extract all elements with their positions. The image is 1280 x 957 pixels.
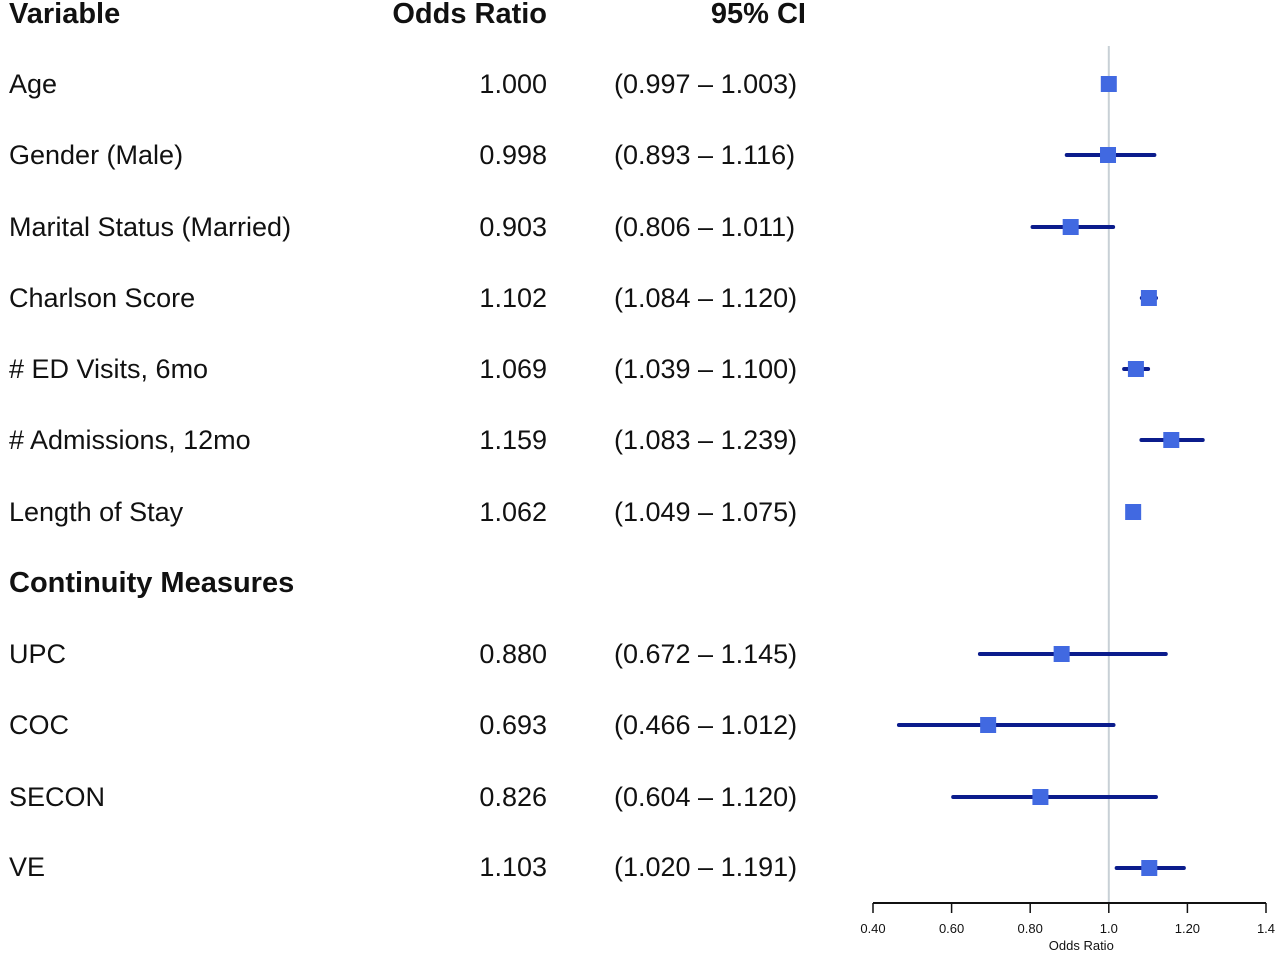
- row-label: SECON: [9, 782, 106, 812]
- row-label: Gender (Male): [9, 140, 184, 170]
- estimate-marker: [1163, 432, 1180, 448]
- header-ci: 95% CI: [710, 0, 806, 30]
- x-tick-label: 0.80: [1018, 921, 1043, 936]
- x-axis-title: Odds Ratio: [1049, 938, 1114, 953]
- row-odds-ratio: 0.826: [479, 782, 547, 812]
- row-ci: (1.083 – 1.239): [614, 425, 798, 455]
- row-label: VE: [9, 852, 46, 882]
- estimate-marker: [1140, 290, 1157, 306]
- x-tick-label: 0.40: [860, 921, 885, 936]
- row-odds-ratio: 0.880: [479, 639, 547, 669]
- row-ci: (0.806 – 1.011): [614, 212, 796, 242]
- row-ci: (1.020 – 1.191): [614, 852, 798, 882]
- row-odds-ratio: 1.102: [479, 283, 547, 313]
- row-label: Marital Status (Married): [9, 212, 292, 242]
- row-label: # Admissions, 12mo: [9, 425, 251, 455]
- row-ci: (0.997 – 1.003): [614, 69, 798, 99]
- row-ci: (0.466 – 1.012): [614, 710, 798, 740]
- estimate-marker: [1053, 646, 1070, 662]
- row-label: UPC: [9, 639, 67, 669]
- row-label: Length of Stay: [9, 497, 184, 527]
- estimate-marker: [1062, 219, 1079, 235]
- x-tick-label: 1.0: [1100, 921, 1118, 936]
- row-odds-ratio: 0.693: [479, 710, 547, 740]
- row-odds-ratio: 1.000: [479, 69, 547, 99]
- estimate-marker: [980, 717, 997, 733]
- row-ci: (1.049 – 1.075): [614, 497, 798, 527]
- estimate-marker: [1127, 361, 1144, 377]
- row-ci: (0.893 – 1.116): [614, 140, 796, 170]
- row-label: # ED Visits, 6mo: [9, 354, 209, 384]
- row-odds-ratio: 0.998: [479, 140, 547, 170]
- estimate-marker: [1032, 789, 1049, 805]
- row-odds-ratio: 1.159: [479, 425, 547, 455]
- x-tick-label: 1.20: [1175, 921, 1200, 936]
- row-odds-ratio: 1.103: [479, 852, 547, 882]
- row-odds-ratio: 0.903: [479, 212, 547, 242]
- x-tick-label: 0.60: [939, 921, 964, 936]
- estimate-marker: [1100, 147, 1117, 163]
- estimate-marker: [1141, 860, 1158, 876]
- row-ci: (1.039 – 1.100): [614, 354, 798, 384]
- row-odds-ratio: 1.062: [479, 497, 547, 527]
- row-label: COC: [9, 710, 69, 740]
- estimate-marker: [1125, 504, 1142, 520]
- row-label: Age: [9, 69, 58, 99]
- estimate-marker: [1100, 76, 1117, 92]
- header-variable: Variable: [9, 0, 121, 30]
- row-odds-ratio: 1.069: [479, 354, 547, 384]
- x-tick-label: 1.4: [1257, 921, 1275, 936]
- row-ci: (1.084 – 1.120): [614, 283, 798, 313]
- header-odds-ratio: Odds Ratio: [392, 0, 547, 30]
- row-ci: (0.604 – 1.120): [614, 782, 798, 812]
- section-continuity-measures: Continuity Measures: [9, 567, 295, 599]
- row-ci: (0.672 – 1.145): [614, 639, 798, 669]
- row-label: Charlson Score: [9, 283, 196, 313]
